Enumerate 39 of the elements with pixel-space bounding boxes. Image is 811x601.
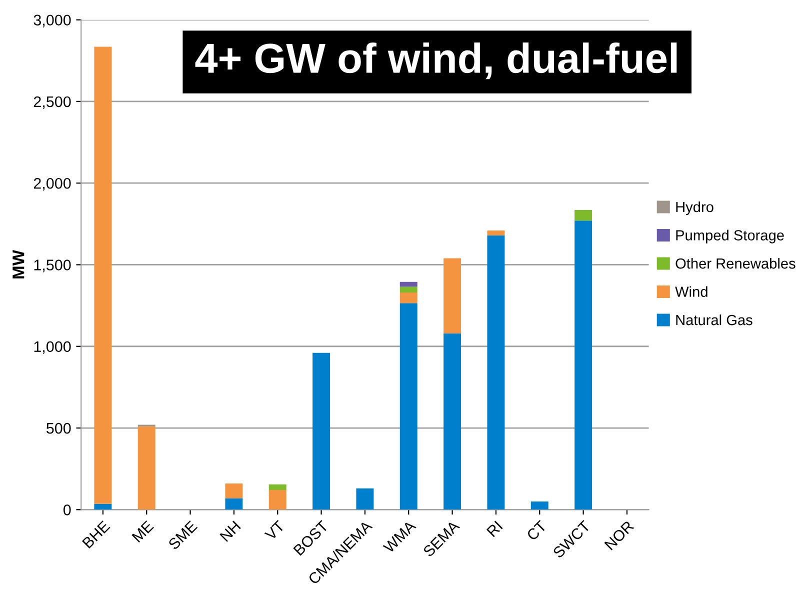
y-tick-label: 500 [46, 422, 71, 434]
bar [487, 230, 505, 236]
bar [268, 490, 286, 510]
bar [94, 46, 112, 504]
y-tick-label: 1,000 [34, 341, 71, 354]
bar [312, 352, 330, 510]
legend-label: Natural Gas [676, 314, 752, 326]
bar [574, 220, 592, 510]
bar [530, 501, 548, 510]
bar [225, 484, 243, 498]
x-tick-label: ME [132, 520, 154, 543]
bar [138, 426, 156, 510]
bar [225, 498, 243, 510]
legend-label: Hydro [676, 201, 714, 216]
y-tick-label: 2,500 [34, 96, 71, 109]
bar [400, 286, 418, 292]
legend-label: Wind [675, 286, 708, 297]
bar [400, 292, 418, 304]
x-tick-label: CT [526, 520, 548, 542]
y-axis-title: MW [12, 250, 24, 278]
y-tick-label: 2,000 [34, 178, 71, 191]
bar [400, 303, 418, 510]
bar [94, 504, 112, 510]
bar [487, 235, 505, 510]
x-tick-label: RI [486, 520, 503, 538]
y-tick-label: 1,500 [34, 260, 71, 272]
bar [400, 282, 418, 287]
bar [268, 484, 286, 490]
legend-label: Pumped Storage [676, 230, 784, 244]
x-tick-label: VT [264, 520, 286, 541]
x-tick-label: NH [220, 520, 241, 542]
bar [574, 210, 592, 221]
bar [444, 258, 462, 334]
legend-label: Other Renewables [676, 258, 796, 269]
bar [444, 333, 462, 510]
y-tick-label: 3,000 [34, 14, 71, 28]
bar [356, 488, 374, 510]
chart-title: 4+ GW of wind, dual-fuel [195, 42, 677, 80]
y-tick-label: 0 [63, 504, 71, 516]
